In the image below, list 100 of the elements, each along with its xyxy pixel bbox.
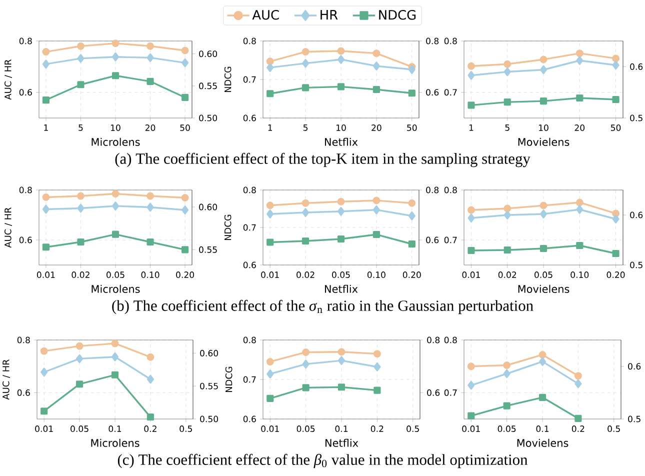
y-tick-label: 0.6 — [243, 114, 256, 122]
x-tick-label: 50 — [407, 124, 417, 131]
x-tick-label: 0.20 — [606, 272, 625, 278]
y2-tick-label: 0.6 — [426, 89, 439, 96]
x-tick-label: 10 — [538, 124, 548, 131]
y-axis-title: AUC / HR — [4, 207, 12, 248]
y2-tick-label: 0.55 — [199, 82, 217, 90]
x-axis-title: Netflix — [325, 138, 358, 146]
y2-tick-label: 0.6 — [426, 236, 439, 244]
text: (c) The coefficient effect of the β$_{0}$ value in the model optimization — [118, 454, 528, 468]
x-tick-label: 0.5 — [180, 426, 192, 432]
x-tick-label: 0.01 — [462, 272, 480, 278]
y2-axis-title: NDCG — [224, 214, 232, 240]
x-tick-label: 1 — [44, 124, 48, 131]
y-tick-label: 0.7 — [243, 224, 256, 231]
x-axis-title: Movielens — [517, 438, 568, 447]
y2-tick-label: 0.5 — [630, 114, 642, 122]
x-tick-label: 50 — [610, 124, 621, 131]
x-tick-label: 0.02 — [72, 272, 90, 278]
y2-tick-label: 0.8 — [426, 38, 439, 44]
x-tick-label: 0.01 — [35, 426, 53, 432]
y2-tick-label: 0.50 — [199, 114, 218, 122]
x-tick-label: 0.2 — [144, 426, 156, 432]
x-tick-label: 0.01 — [261, 426, 279, 432]
x-axis-title: Microlens — [92, 138, 140, 146]
y-tick-label: 0.6 — [17, 389, 30, 396]
x-tick-label: 5 — [505, 124, 510, 131]
text: (b) The coefficient effect of the σ$_{n}$ ratio in the Gaussian perturbation — [112, 300, 534, 314]
x-axis-title: Microlens — [92, 284, 140, 293]
x-tick-label: 0.20 — [176, 272, 194, 278]
x-tick-label: 0.10 — [141, 272, 160, 278]
x-axis-title: Microlens — [91, 438, 140, 447]
x-axis-title: Netflix — [326, 438, 358, 447]
x-tick-label: 0.05 — [70, 426, 88, 432]
x-tick-label: 0.2 — [572, 426, 584, 432]
x-tick-label: 0.02 — [296, 272, 314, 278]
x-tick-label: 10 — [336, 124, 346, 131]
y-tick-label: 0.8 — [243, 336, 256, 344]
y-tick-label: 0.8 — [19, 186, 32, 194]
y2-tick-label: 0.6 — [630, 212, 643, 218]
y2-tick-label: 0.55 — [199, 246, 217, 253]
y-tick-label: 0.7 — [444, 236, 457, 244]
x-tick-label: 0.01 — [261, 272, 279, 278]
x-tick-label: 1 — [469, 124, 474, 131]
x-tick-label: 0.05 — [296, 426, 315, 432]
x-axis-title: Movielens — [518, 138, 570, 146]
y2-tick-label: 0.60 — [200, 350, 218, 356]
y2-tick-label: 0.6 — [628, 363, 641, 370]
x-tick-label: 5 — [78, 124, 83, 131]
legend-label: HR — [320, 10, 338, 20]
x-tick-label: 0.2 — [370, 426, 384, 432]
y2-tick-label: 0.50 — [200, 416, 218, 422]
x-tick-label: 0.1 — [335, 426, 348, 432]
x-axis-title: Netflix — [325, 284, 358, 293]
y-tick-label: 0.7 — [444, 89, 457, 96]
x-tick-label: 50 — [180, 124, 190, 131]
y2-tick-label: 0.6 — [427, 389, 440, 396]
x-tick-label: 0.01 — [462, 426, 480, 432]
y2-tick-label: 0.55 — [200, 382, 218, 390]
y-tick-label: 0.7 — [243, 376, 256, 383]
x-axis-title: Movielens — [518, 284, 570, 293]
legend-label: AUC — [252, 10, 279, 20]
y-tick-label: 0.7 — [243, 76, 256, 83]
x-tick-label: 0.05 — [534, 272, 552, 278]
y-tick-label: 0.7 — [444, 389, 457, 396]
x-tick-label: 0.05 — [106, 272, 124, 278]
y-tick-label: 0.8 — [243, 186, 256, 194]
y2-tick-label: 0.8 — [426, 186, 439, 194]
x-tick-label: 20 — [574, 124, 585, 131]
x-tick-label: 20 — [145, 124, 156, 131]
y-tick-label: 0.8 — [444, 186, 457, 194]
y-tick-label: 0.6 — [19, 89, 32, 96]
x-tick-label: 0.1 — [108, 426, 122, 432]
x-tick-label: 1 — [268, 124, 272, 131]
x-tick-label: 0.05 — [498, 426, 516, 432]
y-tick-label: 0.8 — [19, 38, 32, 44]
x-tick-label: 0.10 — [367, 272, 386, 278]
legend-label: NDCG — [379, 10, 416, 20]
y2-tick-label: 0.5 — [630, 262, 642, 268]
text: (a) The coefficient effect of the top-K item in the sampling strategy — [115, 152, 530, 168]
y2-axis-title: NDCG — [225, 366, 232, 392]
x-tick-label: 0.20 — [402, 272, 421, 278]
x-tick-label: 0.5 — [608, 426, 620, 432]
y2-tick-label: 0.5 — [628, 416, 640, 422]
x-tick-label: 10 — [110, 124, 120, 131]
y-tick-label: 0.6 — [19, 236, 32, 244]
y2-axis-title: NDCG — [224, 66, 232, 92]
x-tick-label: 0.01 — [36, 272, 55, 278]
x-tick-label: 0.10 — [570, 272, 589, 278]
y2-tick-label: 0.6 — [630, 63, 643, 70]
y-tick-label: 0.8 — [444, 336, 457, 344]
x-tick-label: 0.05 — [332, 272, 350, 278]
y-tick-label: 0.6 — [243, 416, 256, 422]
y2-tick-label: 0.8 — [427, 336, 440, 344]
x-tick-label: 0.5 — [406, 426, 419, 432]
y2-tick-label: 0.60 — [199, 204, 218, 210]
y-tick-label: 0.8 — [444, 38, 457, 44]
y-tick-label: 0.8 — [17, 336, 30, 344]
x-tick-label: 0.1 — [536, 426, 549, 432]
x-tick-label: 5 — [303, 124, 308, 131]
